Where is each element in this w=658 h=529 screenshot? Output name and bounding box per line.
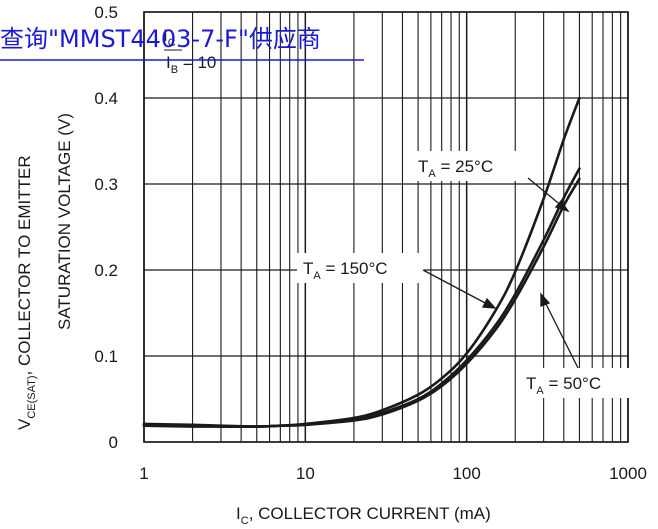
arrow-150c-head xyxy=(481,297,497,309)
series-line-2 xyxy=(142,177,581,428)
y-tick-label: 0 xyxy=(109,433,118,452)
series-label-25c: TA = 25°C xyxy=(418,157,493,180)
tick-labels: 1 10 100 1000 0 0.1 0.2 0.3 0.4 0.5 xyxy=(94,3,647,483)
series-label-150c: TA = 150°C xyxy=(303,259,388,282)
arrow-25c-head xyxy=(554,199,570,213)
ylabel-v: V xyxy=(15,418,34,430)
arrow-25c xyxy=(527,177,564,208)
y-axis-title-line1: VCE(SAT), COLLECTOR TO EMITTER xyxy=(15,155,38,430)
y-tick-label: 0.1 xyxy=(94,347,118,366)
x-tick-label: 1000 xyxy=(609,464,647,483)
x-tick-label: 10 xyxy=(296,464,315,483)
series-label-50c: TA = 50°C xyxy=(526,374,601,397)
supplier-query-link[interactable]: 查询"MMST4403-7-F"供应商 xyxy=(0,25,321,53)
ylabel-sub: CE(SAT) xyxy=(26,375,38,418)
annotation-arrows xyxy=(422,177,579,369)
ylabel-rest: , COLLECTOR TO EMITTER xyxy=(15,155,34,375)
arrow-50c xyxy=(543,299,579,369)
x-tick-label: 100 xyxy=(452,464,480,483)
xlabel-sub: C xyxy=(241,515,249,527)
y-tick-label: 0.4 xyxy=(94,89,118,108)
arrow-50c-head xyxy=(540,292,551,307)
condition-denominator: IB = 10 xyxy=(166,53,216,76)
x-axis-title: IC, COLLECTOR CURRENT (mA) xyxy=(236,504,491,527)
label-box-150c xyxy=(297,253,424,283)
label-box-25c xyxy=(412,151,528,181)
y-axis-title-line2: SATURATION VOLTAGE (V) xyxy=(55,113,74,330)
y-tick-label: 0.3 xyxy=(94,175,118,194)
arrow-150c xyxy=(422,269,490,306)
curves xyxy=(142,96,581,428)
x-tick-label: 1 xyxy=(139,464,148,483)
y-tick-label: 0.2 xyxy=(94,261,118,280)
condition-numerator: IC xyxy=(163,26,176,49)
label-box-50c xyxy=(522,368,630,398)
y-tick-label: 0.5 xyxy=(94,3,118,22)
xlabel-rest: , COLLECTOR CURRENT (mA) xyxy=(249,504,491,523)
xlabel-i: I xyxy=(236,504,241,523)
plot-frame xyxy=(143,11,629,443)
